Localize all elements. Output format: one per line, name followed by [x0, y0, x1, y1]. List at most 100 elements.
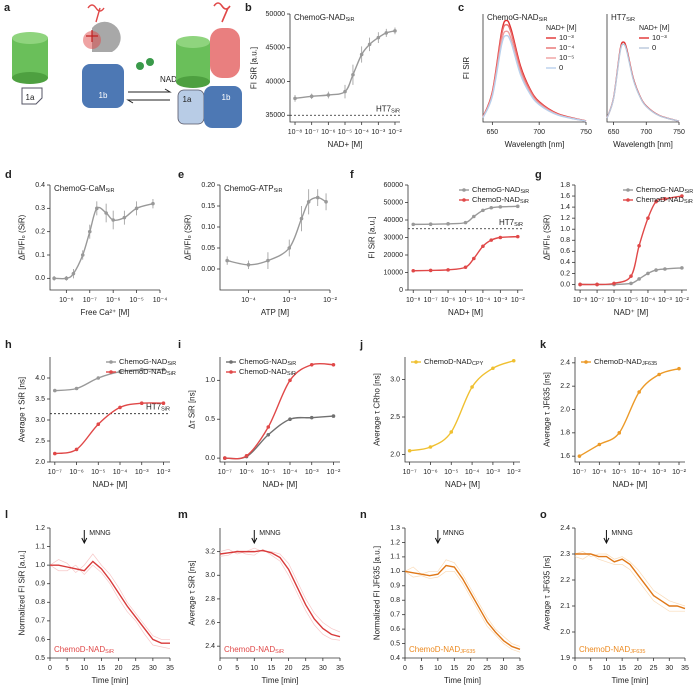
x-axis-label: Time [min]	[91, 676, 128, 685]
x-tick-label: 10⁻⁷	[572, 469, 586, 476]
legend-label-sub: JF635	[642, 361, 657, 367]
y-tick-label: 1.2	[560, 215, 570, 222]
legend-label-sub: CPY	[472, 361, 484, 367]
y-tick-label: 3.0	[390, 376, 400, 383]
y-tick-label: 50000	[384, 199, 404, 206]
y-tick-label: 2.1	[560, 603, 570, 610]
diagram-label: 1a	[26, 93, 35, 102]
x-tick-label: 5	[65, 665, 69, 672]
series-line	[54, 402, 164, 455]
x-tick-label: 25	[302, 665, 310, 672]
y-tick-label: 2.8	[205, 596, 215, 603]
trace	[574, 551, 686, 607]
point	[287, 246, 292, 250]
x-tick-label: 650	[487, 129, 499, 136]
x-axis-label: Wavelength [nm]	[613, 140, 673, 149]
point	[472, 214, 476, 219]
chart-title: ChemoG-CaMSiR	[54, 184, 114, 194]
series-line	[482, 34, 587, 122]
chart-title: HT7SiR	[611, 13, 635, 23]
x-tick-label: 5	[589, 665, 593, 672]
domain-1b	[204, 86, 242, 128]
panel-letter: a	[4, 2, 11, 14]
x-tick-label: 10⁻⁶	[607, 297, 621, 304]
chart-title: ChemoG-ATPSiR	[224, 184, 283, 194]
point	[139, 401, 144, 406]
y-tick-label: 3.0	[205, 572, 215, 579]
cylinder-top	[176, 36, 210, 48]
legend-label: 0	[652, 43, 656, 52]
y-tick-label: 2.4	[560, 525, 570, 532]
legend-label-main: ChemoD-NAD	[594, 357, 643, 366]
point	[446, 268, 450, 272]
point	[489, 238, 494, 242]
point	[161, 367, 166, 372]
series-line	[294, 30, 396, 100]
y-tick-label: 1.8	[560, 182, 570, 189]
x-tick-label: 30	[149, 665, 157, 672]
y-tick-label: 50000	[266, 11, 286, 18]
x-tick-label: 35	[516, 665, 524, 672]
legend-label: ChemoD-NADJF635	[594, 357, 657, 367]
x-tick-label: 35	[336, 665, 344, 672]
trace	[404, 559, 521, 647]
series-line	[54, 202, 154, 280]
x-axis-label: Wavelength [nm]	[505, 140, 565, 149]
chart-title-main: ChemoG-ATP	[224, 184, 274, 193]
legend-marker	[626, 188, 630, 192]
legend-marker	[109, 370, 113, 374]
series-line	[224, 362, 334, 460]
x-tick-label: 10⁻³	[282, 297, 296, 304]
domain-1a	[21, 87, 43, 105]
x-tick-label: 10⁻²	[157, 469, 171, 476]
x-tick-label: 10⁻⁶	[592, 469, 606, 476]
panel-letter: h	[5, 339, 12, 351]
panel: e 0.00 0.05 0.10 0.15 0.20 10⁻⁴ 10⁻³ 10⁻² ATP [M]…	[178, 169, 338, 317]
series-line	[606, 41, 680, 122]
x-tick-label: 0	[218, 665, 222, 672]
point	[359, 52, 364, 57]
axis-line	[219, 528, 340, 659]
point	[331, 362, 336, 367]
legend-label: ChemoG-NADSiR	[119, 357, 176, 367]
legend-label: ChemoD-NADCPY	[424, 357, 484, 367]
x-tick-label: 0	[403, 665, 407, 672]
chart-title: ChemoD-NADJF635	[409, 645, 475, 655]
x-axis-label: NAD+ [M]	[328, 140, 363, 149]
x-tick-label: 25	[483, 665, 491, 672]
y-tick-label: 40000	[384, 217, 404, 224]
y-tick-label: 4.0	[35, 375, 45, 382]
chart-title: ChemoD-NADSiR	[224, 645, 284, 655]
nad-molecule	[146, 58, 154, 66]
panel: l 0.5 0.6 0.7 0.8 0.9 1.0 1.1 1.2 0 5 10 15 20 25 30 35 T…	[5, 509, 174, 685]
x-tick-label: 20	[634, 665, 642, 672]
panel: k 1.6 1.8 2.0 2.2 2.4 10⁻⁷ 10⁻⁶ 10⁻⁵ 10⁻⁴ 10⁻³ 10⁻²…	[540, 339, 687, 489]
x-tick-label: 30	[500, 665, 508, 672]
axis-line	[606, 14, 679, 123]
legend-marker	[584, 360, 588, 364]
series-line	[404, 564, 521, 650]
x-axis-label: NAD+ [M]	[445, 480, 480, 489]
x-tick-label: 10	[603, 665, 611, 672]
chart-title: ChemoD-NADSiR	[54, 645, 114, 655]
legend-label: ChemoG-NADSiR	[636, 185, 693, 195]
legend-label: ChemoG-NADSiR	[472, 185, 529, 195]
y-tick-label: 0.0	[205, 455, 215, 462]
x-tick-label: 700	[640, 129, 652, 136]
legend-label: ChemoD-NADSiR	[636, 195, 693, 205]
point	[266, 258, 270, 263]
chart-title-sub: SiR	[626, 17, 635, 23]
x-axis-label: NAD+ [M]	[263, 480, 298, 489]
y-tick-label: 0.7	[390, 612, 400, 619]
y-tick-label: 2.4	[560, 360, 570, 367]
x-tick-label: 10⁻³	[371, 129, 385, 136]
y-tick-label: 1.0	[205, 377, 215, 384]
legend-marker	[109, 360, 113, 364]
series-line	[54, 368, 164, 392]
chart-title: ChemoD-NADJF635	[579, 645, 645, 655]
x-axis-label: Free Ca²⁺ [M]	[80, 308, 129, 317]
y-tick-label: 45000	[266, 45, 286, 52]
panel-letter: n	[360, 509, 367, 521]
y-tick-label: 30000	[384, 234, 404, 241]
point	[595, 282, 599, 287]
